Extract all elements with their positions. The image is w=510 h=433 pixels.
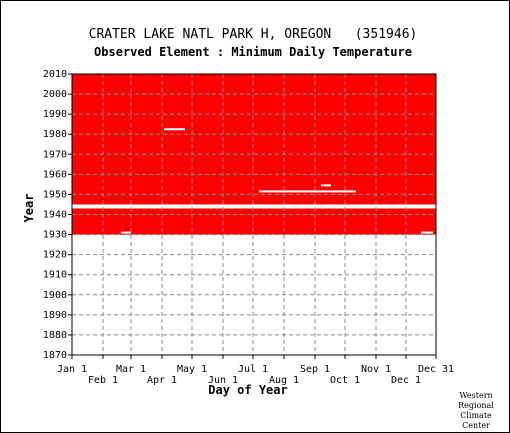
- missing-segment-2: [421, 231, 433, 234]
- x-tick-label-bottom-2: Jun 1: [208, 375, 238, 386]
- credit-line-0: Western: [459, 391, 492, 400]
- y-tick-label-6: 1950: [43, 189, 67, 200]
- y-tick-label-12: 1890: [43, 310, 67, 321]
- credit-line-3: Center: [462, 421, 490, 430]
- credit-line-1: Regional: [458, 401, 494, 410]
- y-tick-label-8: 1930: [43, 230, 67, 241]
- x-tick-label-top-0: Jan 1: [57, 364, 87, 375]
- coverage-block-0: [72, 74, 436, 205]
- y-tick-label-13: 1880: [43, 330, 67, 341]
- x-tick-label-bottom-5: Dec 1: [391, 375, 421, 386]
- chart-subtitle: Observed Element : Minimum Daily Tempera…: [94, 45, 412, 59]
- data-layer: [72, 74, 436, 235]
- missing-segment-3: [259, 190, 356, 193]
- coverage-block-1: [72, 208, 436, 235]
- coverage-block-2: [72, 204, 436, 209]
- y-tick-label-2: 1990: [43, 109, 67, 120]
- x-tick-label-top-2: May 1: [177, 364, 207, 375]
- x-tick-label-top-4: Sep 1: [300, 364, 330, 375]
- y-tick-label-7: 1940: [43, 210, 67, 221]
- y-tick-label-3: 1980: [43, 129, 67, 140]
- x-tick-label-top-6: Dec 31: [418, 364, 454, 375]
- chart-title: CRATER LAKE NATL PARK H, OREGON (351946): [89, 27, 418, 42]
- missing-segment-1: [121, 231, 131, 234]
- x-tick-label-bottom-4: Oct 1: [330, 375, 360, 386]
- y-axis-label: Year: [22, 194, 36, 223]
- x-tick-label-top-3: Jul 1: [238, 364, 268, 375]
- y-tick-label-0: 2010: [43, 69, 67, 80]
- x-tick-label-top-5: Nov 1: [361, 364, 391, 375]
- x-tick-label-bottom-3: Aug 1: [269, 375, 299, 386]
- x-axis-label: Day of Year: [208, 383, 287, 397]
- y-axis: 2010 2000 1990 1980 1970 1960 1950 1940 1930 1920…: [43, 69, 72, 361]
- missing-segment-0: [164, 128, 185, 131]
- x-tick-label-top-1: Mar 1: [116, 364, 146, 375]
- y-tick-label-4: 1970: [43, 149, 67, 160]
- y-tick-label-10: 1910: [43, 270, 67, 281]
- y-tick-label-1: 2000: [43, 89, 67, 100]
- y-tick-label-11: 1900: [43, 290, 67, 301]
- credit-line-2: Climate: [460, 411, 492, 420]
- missing-segment-4: [321, 184, 331, 187]
- x-tick-label-bottom-1: Apr 1: [147, 375, 177, 386]
- y-tick-label-9: 1920: [43, 250, 67, 261]
- y-tick-label-5: 1960: [43, 169, 67, 180]
- x-tick-label-bottom-0: Feb 1: [88, 375, 118, 386]
- x-axis: Jan 1 Mar 1 May 1 Jul 1 Sep 1 Nov 1 Dec 31 Feb …: [57, 355, 454, 386]
- y-tick-label-14: 1870: [43, 350, 67, 361]
